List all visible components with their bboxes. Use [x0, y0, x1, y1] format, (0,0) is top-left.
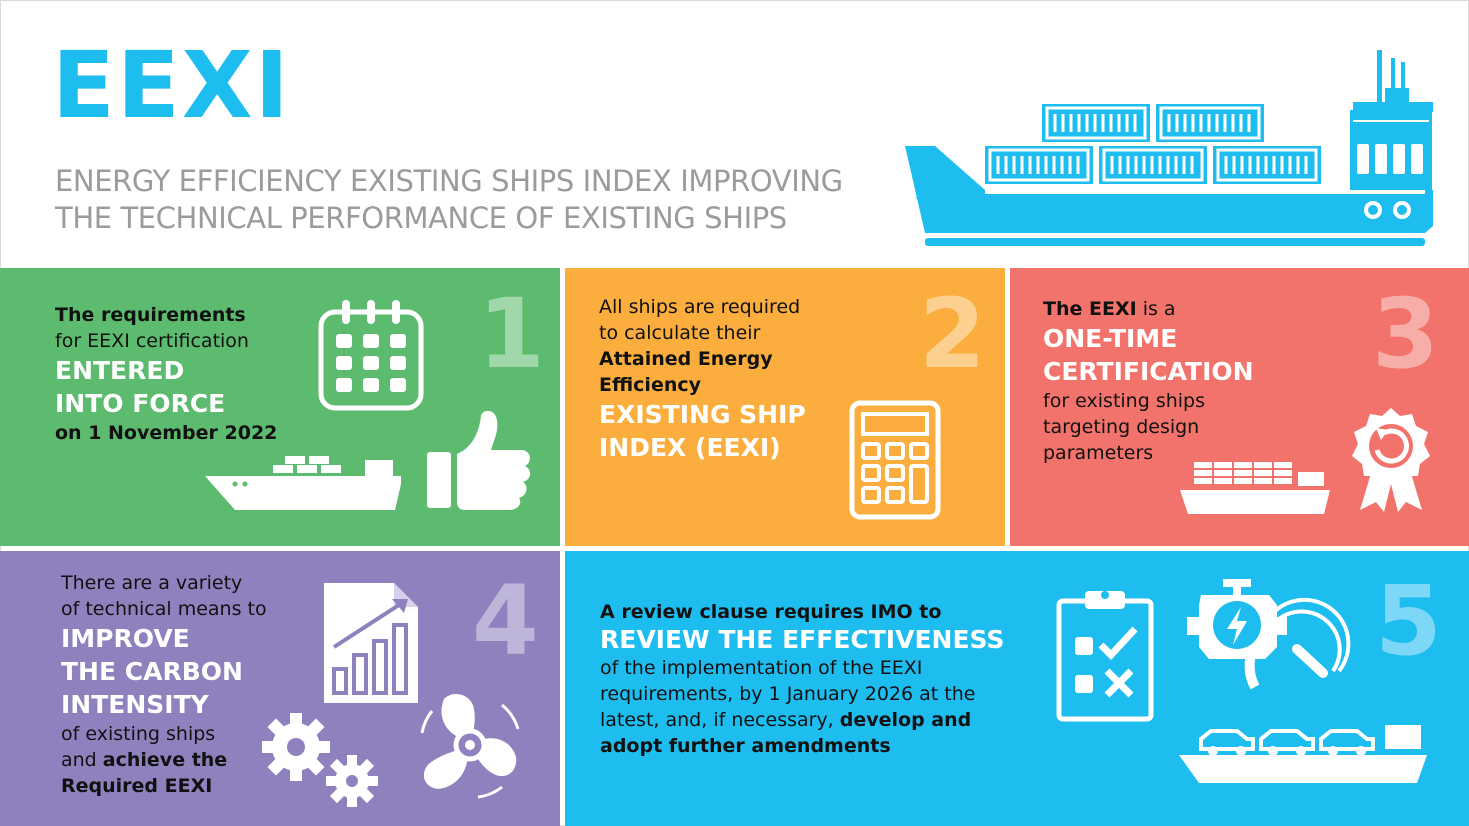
panel-5-line-4-bold: develop and — [839, 709, 972, 731]
container-ship-icon — [905, 50, 1433, 246]
car-carrier-ship-icon — [1179, 725, 1427, 783]
panel-3-heading-1: ONE-TIME — [1043, 324, 1178, 353]
panel-number: 3 — [1372, 278, 1439, 390]
subtitle-line-2: THE TECHNICAL PERFORMANCE OF EXISTING SH… — [55, 201, 787, 235]
page-subtitle: ENERGY EFFICIENCY EXISTING SHIPS INDEX I… — [55, 163, 843, 237]
panel-4-line-4-rest: and — [61, 749, 103, 771]
subtitle-line-1: ENERGY EFFICIENCY EXISTING SHIPS INDEX I… — [55, 164, 843, 198]
panel-4-line-1: There are a variety — [61, 572, 243, 594]
thumbs-up-icon — [427, 410, 531, 510]
panel-4-heading-2: THE CARBON — [61, 657, 243, 686]
panel-4-heading-1: IMPROVE — [61, 624, 190, 653]
panel-2-heading-2: INDEX (EEXI) — [599, 433, 781, 462]
panel-2-heading-1: EXISTING SHIP — [599, 400, 806, 429]
panel-number: 5 — [1375, 565, 1442, 677]
gauge-icon — [1244, 597, 1351, 690]
panel-number: 1 — [478, 278, 545, 390]
award-badge-icon — [1352, 408, 1430, 512]
panel-4-text: There are a variety of technical means t… — [61, 570, 267, 799]
panel-1-line-3: on 1 November 2022 — [55, 422, 278, 444]
panel-5-line-4: latest, and, if necessary, develop and — [600, 707, 1004, 733]
growth-chart-document-icon — [324, 583, 418, 703]
cargo-ship-icon — [205, 456, 401, 510]
panel-2-line-2: to calculate their — [599, 322, 761, 344]
panel-5-line-3: requirements, by 1 January 2026 at the — [600, 683, 976, 705]
panel-number: 4 — [472, 565, 539, 677]
panel-4-line-5: Required EEXI — [61, 775, 213, 797]
propeller-icon — [420, 694, 520, 799]
panel-2-line-1: All ships are required — [599, 296, 801, 318]
panel-5-line-5: adopt further amendments — [600, 735, 891, 757]
panel-5-text: A review clause requires IMO to REVIEW T… — [600, 599, 1004, 759]
panel-4-line-4-bold: achieve the — [102, 749, 228, 771]
panel-3-line-2: for existing ships — [1043, 390, 1205, 412]
panel-3-one-time-certification: 3 The EEXI is a ONE-TIME CERTIFICATION f… — [1010, 268, 1469, 546]
panel-2-line-3: Attained Energy — [599, 348, 773, 370]
panel-1-line-2: for EEXI certification — [55, 330, 249, 352]
panel-2-line-4: Efficiency — [599, 374, 702, 396]
panel-1-line-1: The requirements — [55, 304, 246, 326]
panel-1-heading-2: INTO FORCE — [55, 389, 226, 418]
checklist-clipboard-icon — [1056, 591, 1154, 722]
panel-5-line-1: A review clause requires IMO to — [600, 601, 942, 623]
panel-3-line-1-rest: is a — [1136, 298, 1176, 320]
panel-4-improve-carbon-intensity: 4 There are a variety of technical means… — [0, 551, 560, 826]
panel-1-text: The requirements for EEXI certification … — [55, 302, 277, 446]
panel-3-line-3: targeting design — [1043, 416, 1200, 438]
panel-3-line-1: The EEXI is a — [1043, 296, 1254, 322]
panel-3-heading-2: CERTIFICATION — [1043, 357, 1254, 386]
panel-number: 2 — [919, 278, 986, 390]
calculator-icon — [849, 400, 941, 520]
calendar-icon — [318, 300, 424, 411]
panel-5-review-effectiveness: 5 A review clause requires IMO to REVIEW… — [565, 551, 1469, 826]
panel-4-line-3: of existing ships — [61, 723, 216, 745]
panel-3-line-1-bold: The EEXI — [1043, 298, 1137, 320]
panel-1-heading-1: ENTERED — [55, 356, 185, 385]
panel-4-line-4: and achieve the — [61, 747, 267, 773]
panel-5-line-2: of the implementation of the EEXI — [600, 657, 923, 679]
panel-3-line-4: parameters — [1043, 442, 1154, 464]
container-ship-icon — [1180, 462, 1330, 514]
panel-5-line-4-rest: latest, and, if necessary, — [600, 709, 840, 731]
panel-2-text: All ships are required to calculate thei… — [599, 294, 806, 464]
gears-icon — [262, 713, 378, 807]
panel-2-attained-eexi: 2 All ships are required to calculate th… — [565, 268, 1005, 546]
panel-3-text: The EEXI is a ONE-TIME CERTIFICATION for… — [1043, 296, 1254, 466]
panel-4-heading-3: INTENSITY — [61, 690, 209, 719]
panel-4-line-2: of technical means to — [61, 598, 267, 620]
engine-icon — [1187, 579, 1287, 659]
panel-5-heading-1: REVIEW THE EFFECTIVENESS — [600, 625, 1005, 654]
panel-1-entered-into-force: 1 The requirements for EEXI certificatio… — [0, 268, 560, 546]
page-title: EEXI — [52, 32, 291, 139]
